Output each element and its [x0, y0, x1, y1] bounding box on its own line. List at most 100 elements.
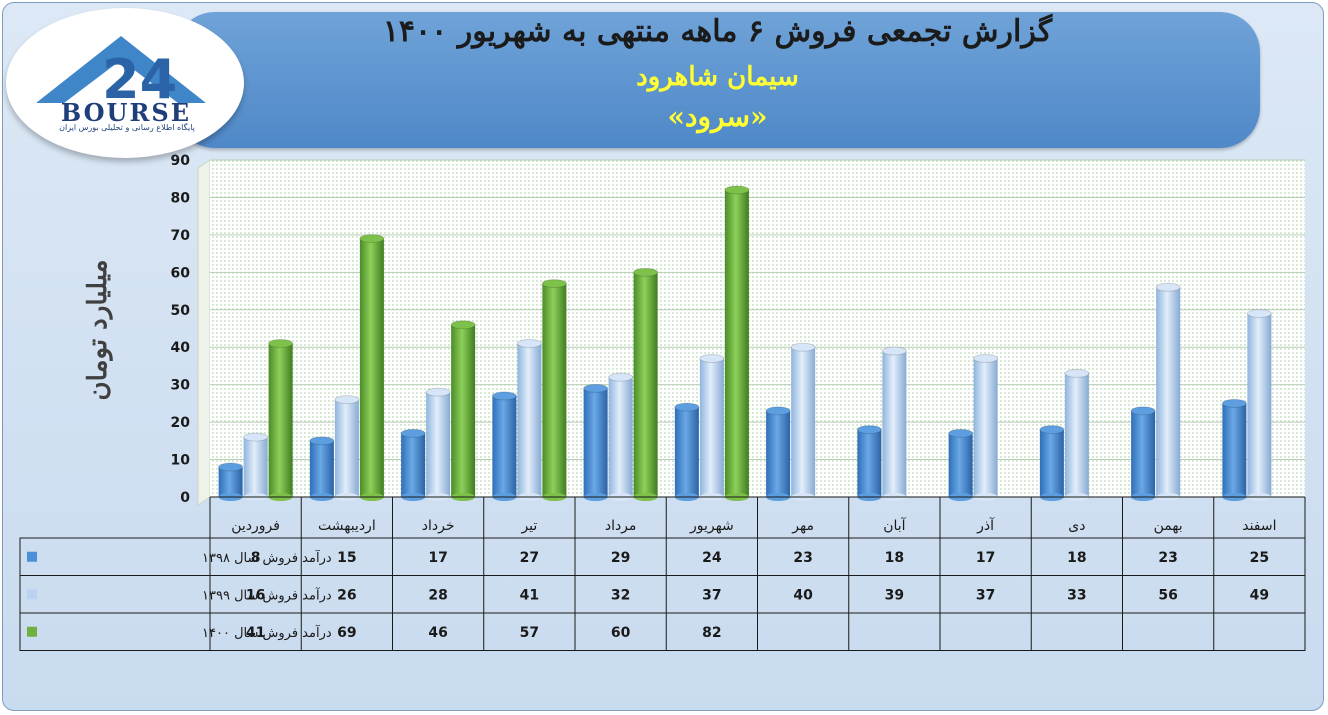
- bar-cap: [1246, 309, 1272, 319]
- bar: [948, 428, 974, 501]
- bar-body: [401, 433, 426, 497]
- bar-cap: [425, 387, 451, 397]
- bar-cap: [359, 234, 385, 244]
- legend-entry: درآمد فروش سال ۱۴۰۰: [202, 624, 332, 641]
- bar: [674, 402, 700, 501]
- bar-cap: [450, 320, 476, 330]
- table-value: 18: [1067, 550, 1086, 566]
- bar: [516, 338, 542, 501]
- category-label: آبان: [883, 517, 906, 534]
- bar-cap: [1039, 425, 1065, 435]
- y-tick-label: 40: [171, 340, 191, 356]
- plot-side-wall: [197, 159, 211, 506]
- bar-body: [359, 238, 384, 497]
- bar-cap: [608, 372, 634, 382]
- bar-cap: [1221, 398, 1247, 408]
- y-tick-label: 70: [171, 228, 191, 244]
- bar-body: [766, 410, 791, 497]
- table-value: 26: [337, 587, 356, 603]
- bar-cap: [674, 402, 700, 412]
- category-label: تیر: [520, 518, 537, 534]
- category-label: اسفند: [1242, 518, 1276, 534]
- bar-body: [1039, 429, 1064, 497]
- page-title: گزارش تجمعی فروش ۶ ماهه منتهی به شهریور …: [382, 14, 1053, 49]
- bar: [724, 185, 750, 501]
- table-value: 37: [976, 587, 995, 603]
- legend-swatch: [27, 626, 37, 637]
- bar-body: [542, 283, 567, 497]
- bar: [359, 234, 385, 501]
- bar: [268, 338, 294, 501]
- y-tick-label: 10: [171, 453, 191, 469]
- bar: [400, 428, 426, 501]
- bar-cap: [516, 338, 542, 348]
- plot-area: [197, 159, 1305, 506]
- bar-body: [517, 343, 542, 497]
- table-value: 46: [428, 625, 447, 641]
- bar-body: [309, 440, 334, 497]
- bar-body: [583, 388, 608, 497]
- y-tick-label: 60: [171, 265, 191, 281]
- category-label: اردیبهشت: [318, 518, 376, 534]
- bar-body: [1064, 373, 1089, 497]
- logo-text: BOURSE: [60, 98, 192, 127]
- bar-cap: [309, 436, 335, 446]
- bar-cap: [790, 342, 816, 352]
- table-value: 23: [1158, 550, 1177, 566]
- bar: [243, 432, 269, 501]
- bar: [1039, 425, 1065, 501]
- logo: 24: [6, 8, 244, 158]
- table-value: 17: [976, 550, 995, 566]
- category-label: دی: [1068, 518, 1085, 534]
- table-value: 29: [611, 550, 630, 566]
- table-value: 57: [520, 625, 539, 641]
- company-name: سیمان شاهرود: [636, 62, 799, 92]
- legend-swatch: [27, 551, 37, 562]
- bar-body: [674, 407, 699, 497]
- legend-swatch: [27, 589, 37, 600]
- legend-entry: درآمد فروش سال ۱۳۹۹: [202, 586, 332, 603]
- table-value: 41: [520, 587, 539, 603]
- bar: [1155, 282, 1181, 501]
- ticker-symbol: «سرود»: [667, 100, 768, 133]
- y-axis: 0 10 20 30 40 50 60 70 80 90: [171, 153, 191, 506]
- category-label: مهر: [791, 518, 814, 534]
- bar-body: [243, 437, 268, 497]
- bar-cap: [724, 185, 750, 195]
- bar-body: [426, 392, 451, 497]
- y-tick-label: 30: [171, 378, 191, 394]
- bar: [1130, 406, 1156, 501]
- bar: [633, 267, 659, 501]
- bar-cap: [881, 346, 907, 356]
- table-value: 56: [1158, 587, 1177, 603]
- bar-cap: [1130, 406, 1156, 416]
- table-value: 60: [611, 625, 631, 641]
- table-value: 25: [1250, 550, 1269, 566]
- category-label: بهمن: [1154, 518, 1183, 534]
- bar-body: [1156, 287, 1181, 497]
- table-value: 28: [428, 587, 447, 603]
- header-banner: [175, 12, 1260, 148]
- bar-body: [334, 399, 359, 497]
- y-tick-label: 0: [180, 490, 190, 506]
- bar-body: [882, 350, 907, 497]
- bar-cap: [583, 383, 609, 393]
- y-tick-label: 90: [171, 153, 191, 169]
- bars: [218, 185, 1272, 501]
- table-value: 69: [337, 625, 356, 641]
- table-value: 33: [1067, 587, 1086, 603]
- bar: [583, 383, 609, 501]
- bar-cap: [268, 338, 294, 348]
- table-value: 49: [1250, 587, 1269, 603]
- bar: [1064, 368, 1090, 501]
- bar: [973, 353, 999, 501]
- bar-cap: [973, 353, 999, 363]
- bar-body: [948, 433, 973, 497]
- table-value: 23: [793, 550, 812, 566]
- bar-body: [1131, 410, 1156, 497]
- bar-cap: [856, 425, 882, 435]
- bar-body: [724, 189, 749, 497]
- bar-cap: [541, 279, 567, 289]
- bar-body: [633, 272, 658, 497]
- table-value: 15: [337, 550, 356, 566]
